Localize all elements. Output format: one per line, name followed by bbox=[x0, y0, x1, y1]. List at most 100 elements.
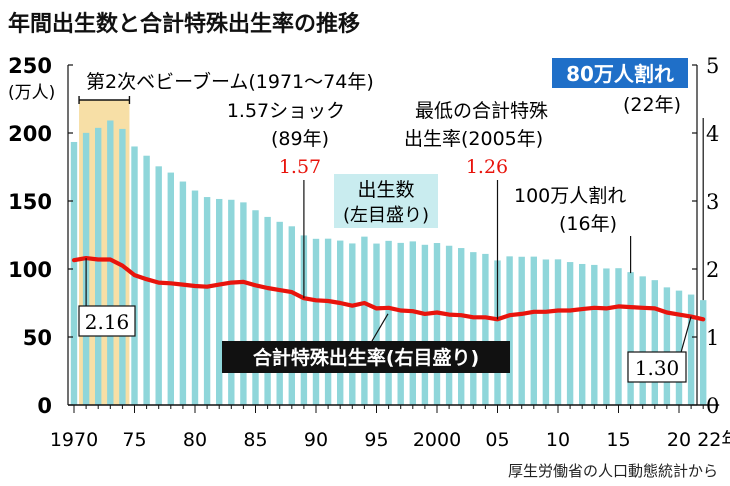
right-tick-label: 4 bbox=[706, 122, 719, 146]
births-label-1: 出生数 bbox=[357, 179, 414, 201]
birth-bar-1985 bbox=[252, 210, 259, 405]
birth-bar-1984 bbox=[240, 202, 247, 405]
right-tick-label: 0 bbox=[706, 394, 719, 418]
tfr-label: 合計特殊出生率(右目盛り) bbox=[253, 346, 479, 369]
source-note: 厚生労働省の人口動態統計から bbox=[507, 462, 718, 480]
birth-bar-1983 bbox=[228, 199, 235, 405]
x-tick-label: 85 bbox=[243, 429, 267, 451]
birth-bar-2007 bbox=[518, 256, 525, 405]
eighty-year: (22年) bbox=[623, 94, 681, 116]
birth-bar-2018 bbox=[651, 280, 658, 405]
baby-boom-label: 第2次ベビーブーム(1971〜74年) bbox=[86, 70, 374, 93]
x-tick-label: 90 bbox=[304, 429, 328, 451]
left-axis-unit: (万人) bbox=[8, 83, 55, 103]
birth-bar-1997 bbox=[397, 242, 404, 405]
shock-title: 1.57ショック bbox=[227, 100, 345, 122]
birth-bar-1990 bbox=[312, 238, 320, 405]
eighty-label: 80万人割れ bbox=[566, 62, 674, 86]
right-tick-label: 1 bbox=[706, 326, 719, 350]
tfr-line bbox=[71, 256, 706, 322]
birth-bar-1972 bbox=[95, 127, 102, 405]
births-label-2: (左目盛り) bbox=[343, 205, 429, 226]
start-value-box bbox=[78, 305, 136, 337]
birth-bar-1991 bbox=[324, 238, 332, 405]
shock-year: (89年) bbox=[271, 128, 329, 150]
birth-bar-1999 bbox=[421, 244, 429, 405]
birth-bar-2016 bbox=[627, 272, 634, 405]
x-tick-label: 95 bbox=[364, 429, 388, 451]
birth-bar-1970 bbox=[70, 141, 78, 405]
birth-bar-1978 bbox=[167, 172, 174, 405]
lowest-line2: 出生率(2005年) bbox=[404, 128, 543, 150]
birth-bar-2005 bbox=[494, 260, 501, 405]
left-tick-label: 100 bbox=[8, 258, 52, 282]
birth-bar-2015 bbox=[615, 268, 622, 405]
birth-bar-1982 bbox=[216, 198, 223, 405]
lowest-value: 1.26 bbox=[466, 156, 508, 178]
birth-bar-2020 bbox=[675, 290, 683, 405]
birth-bar-2019 bbox=[663, 287, 671, 405]
birth-bar-1996 bbox=[385, 240, 392, 405]
birth-bar-2002 bbox=[458, 248, 465, 405]
birth-bar-1998 bbox=[409, 241, 416, 405]
birth-bar-2003 bbox=[470, 252, 477, 405]
birth-bar-1981 bbox=[203, 197, 211, 405]
birth-bar-2014 bbox=[603, 268, 610, 405]
birth-bar-2009 bbox=[542, 259, 550, 405]
x-tick-label: 80 bbox=[183, 429, 207, 451]
left-tick-label: 200 bbox=[8, 122, 52, 146]
right-tick-label: 5 bbox=[706, 54, 719, 78]
birth-bar-1973 bbox=[107, 120, 114, 405]
birth-bar-1987 bbox=[276, 221, 283, 405]
end-value: 1.30 bbox=[635, 356, 680, 380]
left-tick-label: 250 bbox=[8, 54, 52, 78]
x-tick-label: 15 bbox=[606, 429, 630, 451]
end-value-box bbox=[627, 351, 687, 383]
birth-bar-1988 bbox=[288, 226, 295, 405]
birth-bar-1980 bbox=[191, 190, 199, 405]
left-tick-label: 50 bbox=[23, 326, 52, 350]
left-tick-label: 0 bbox=[37, 394, 52, 418]
birth-bar-2021 bbox=[687, 294, 695, 405]
birth-bar-2011 bbox=[566, 262, 574, 405]
eighty-label-box bbox=[552, 58, 688, 88]
x-tick-label: 1970 bbox=[50, 429, 98, 451]
x-tick-label: 75 bbox=[122, 429, 146, 451]
birth-bar-1986 bbox=[264, 216, 271, 405]
birth-bar-2001 bbox=[445, 245, 453, 405]
births-label-box bbox=[334, 174, 438, 228]
end-leader bbox=[680, 316, 692, 353]
birth-bar-2006 bbox=[506, 256, 513, 405]
birth-bar-2017 bbox=[639, 276, 646, 405]
birth-bar-2012 bbox=[579, 263, 586, 405]
birth-bar-2013 bbox=[591, 264, 598, 405]
birth-bar-2000 bbox=[433, 243, 441, 405]
left-tick-label: 150 bbox=[8, 190, 52, 214]
birth-bar-1992 bbox=[337, 240, 344, 405]
million-line1: 100万人割れ bbox=[514, 185, 626, 207]
birth-bar-1995 bbox=[373, 243, 380, 405]
chart-title: 年間出生数と合計特殊出生率の推移 bbox=[8, 12, 361, 37]
lowest-line1: 最低の合計特殊 bbox=[415, 100, 548, 122]
x-tick-label: 10 bbox=[546, 429, 570, 451]
tfr-label-leader bbox=[371, 313, 389, 342]
x-tick-label: 2000 bbox=[413, 429, 461, 451]
x-tick-label: 20 bbox=[667, 429, 691, 451]
birth-bar-2022 bbox=[700, 300, 707, 405]
million-line2: (16年) bbox=[559, 213, 617, 235]
birth-bar-2008 bbox=[530, 256, 537, 405]
x-tick-label: 22年 bbox=[697, 429, 730, 451]
start-value: 2.16 bbox=[85, 310, 130, 334]
shock-value: 1.57 bbox=[279, 156, 321, 178]
birth-bar-1993 bbox=[349, 243, 356, 405]
birth-bar-1979 bbox=[179, 181, 187, 405]
tfr-label-box bbox=[222, 341, 510, 373]
birth-bar-2010 bbox=[554, 259, 562, 405]
x-tick-label: 05 bbox=[485, 429, 509, 451]
birth-bar-1994 bbox=[361, 236, 368, 405]
right-tick-label: 3 bbox=[706, 190, 719, 214]
birth-bar-1989 bbox=[300, 235, 308, 405]
birth-bar-2004 bbox=[482, 253, 489, 405]
birth-bar-1977 bbox=[155, 166, 162, 405]
